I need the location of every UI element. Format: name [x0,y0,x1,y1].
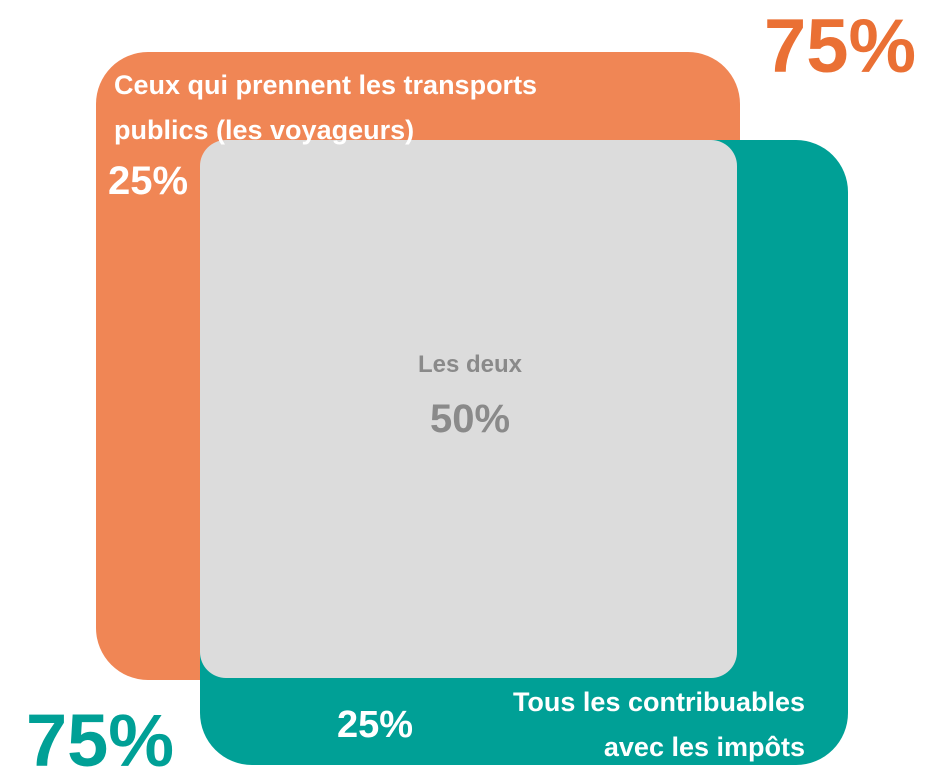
intersection-area [200,140,737,678]
set-label: Tous les contribuables [513,687,805,717]
set-label: Ceux qui prennent les transports [114,70,537,100]
only-contribuables: 25% [337,704,413,746]
set-label: publics (les voyageurs) [114,115,414,145]
only-voyageurs: 25% [108,159,188,203]
total-contribuables: 75% [26,699,174,771]
total-voyageurs: 75% [764,4,916,89]
intersection-label: Les deux [418,351,523,378]
intersection-value: 50% [430,397,510,441]
set-label: avec les impôts [604,732,805,762]
